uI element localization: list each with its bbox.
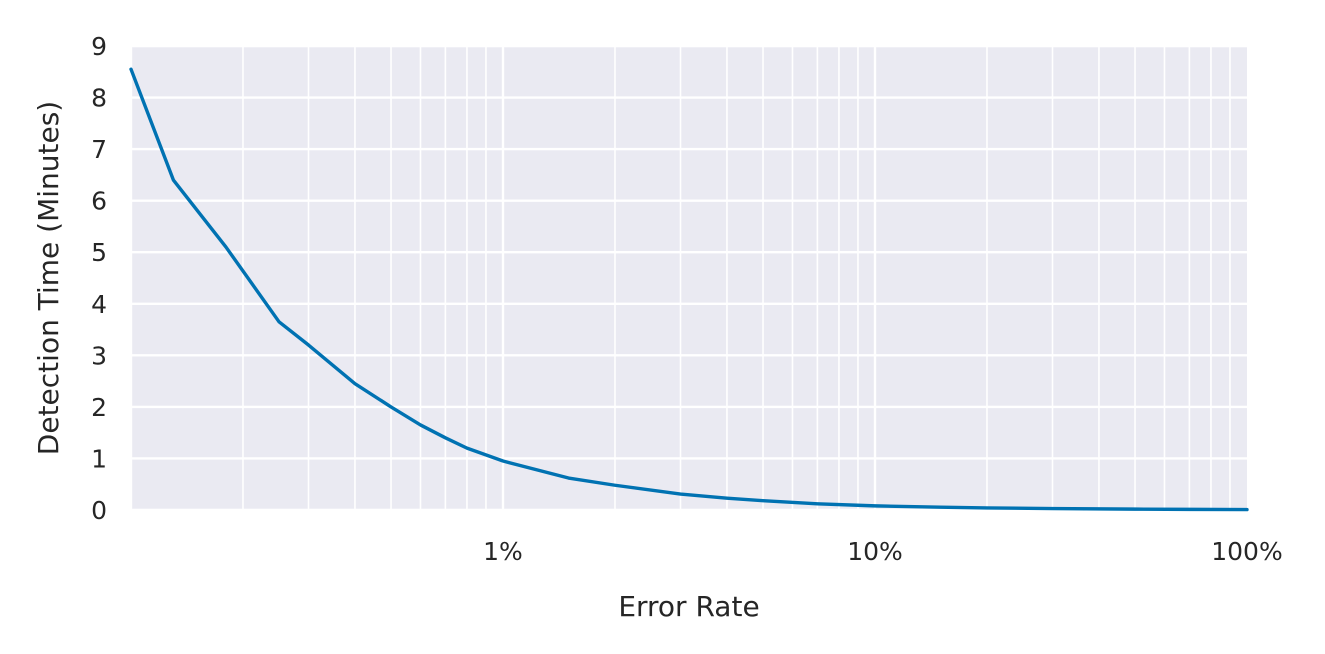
- x-axis-label: Error Rate: [618, 590, 759, 623]
- y-tick-labels: 0 1 2 3 4 5 6 7 8 9: [91, 32, 107, 525]
- y-tick-label: 9: [91, 32, 107, 61]
- y-tick-label: 6: [91, 187, 107, 216]
- detection-time-line: [129, 67, 1249, 512]
- y-axis-label: Detection Time (Minutes): [32, 101, 65, 455]
- plot-area: [131, 46, 1247, 510]
- x-tick-labels: 1% 10% 100%: [483, 537, 1283, 566]
- x-tick-label: 1%: [483, 537, 523, 566]
- series-layer: [129, 67, 1249, 512]
- y-tick-label: 3: [91, 341, 107, 370]
- y-tick-label: 7: [91, 135, 107, 164]
- y-tick-label: 5: [91, 238, 107, 267]
- x-tick-label: 10%: [847, 537, 903, 566]
- x-tick-label: 100%: [1211, 537, 1282, 566]
- grid: [129, 44, 1247, 512]
- y-tick-label: 4: [91, 290, 107, 319]
- y-tick-label: 0: [91, 496, 107, 525]
- y-tick-label: 2: [91, 393, 107, 422]
- y-tick-label: 1: [91, 444, 107, 473]
- y-tick-label: 8: [91, 84, 107, 113]
